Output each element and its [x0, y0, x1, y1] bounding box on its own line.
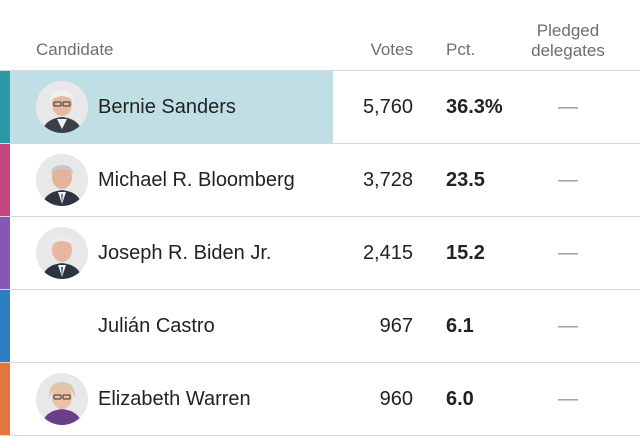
vote-count: 5,760 — [362, 96, 413, 118]
table-row: Michael R. Bloomberg 3,728 23.5 — — [0, 144, 640, 217]
vote-percentage: 15.2 — [446, 242, 485, 264]
table-header: Candidate Votes Pct. Pledged delegates — [0, 0, 640, 71]
party-color-stripe — [0, 217, 10, 289]
joseph-biden-portrait-icon — [36, 227, 88, 279]
table-row: Joseph R. Biden Jr. 2,415 15.2 — — [0, 217, 640, 290]
vote-percentage: 6.1 — [446, 315, 474, 337]
pledged-delegates: — — [558, 242, 578, 264]
vote-count: 2,415 — [362, 242, 413, 264]
party-color-stripe — [0, 71, 10, 143]
party-color-stripe — [0, 290, 10, 362]
vote-percentage: 6.0 — [446, 388, 474, 410]
elizabeth-warren-portrait-icon — [36, 373, 88, 425]
pledged-delegates: — — [558, 96, 578, 118]
vote-count: 3,728 — [362, 169, 413, 191]
candidate-column-header: Candidate — [36, 40, 114, 59]
delegates-column-header: Pledged delegates — [520, 21, 616, 61]
vote-count: 960 — [379, 388, 413, 410]
candidate-name: Joseph R. Biden Jr. — [98, 242, 272, 264]
vote-percentage: 23.5 — [446, 169, 485, 191]
table-row: Elizabeth Warren 960 6.0 — — [0, 363, 640, 436]
votes-column-header: Votes — [370, 40, 413, 59]
party-color-stripe — [0, 144, 10, 216]
party-color-stripe — [0, 363, 10, 435]
vote-count: 967 — [379, 315, 413, 337]
pledged-delegates: — — [558, 315, 578, 337]
candidate-name: Michael R. Bloomberg — [98, 169, 295, 191]
delegates-header-line1: Pledged — [536, 21, 600, 40]
table-row: Julián Castro 967 6.1 — — [0, 290, 640, 363]
candidate-name: Julián Castro — [98, 315, 215, 337]
pledged-delegates: — — [558, 169, 578, 191]
bernie-sanders-portrait-icon — [36, 81, 88, 133]
pct-column-header: Pct. — [446, 40, 476, 59]
table-row: Bernie Sanders 5,760 36.3% — — [0, 71, 640, 144]
michael-bloomberg-portrait-icon — [36, 154, 88, 206]
pledged-delegates: — — [558, 388, 578, 410]
candidate-name: Elizabeth Warren — [98, 388, 251, 410]
delegates-header-line2: delegates — [531, 41, 605, 60]
candidate-name: Bernie Sanders — [98, 96, 236, 118]
vote-percentage: 36.3% — [446, 96, 503, 118]
